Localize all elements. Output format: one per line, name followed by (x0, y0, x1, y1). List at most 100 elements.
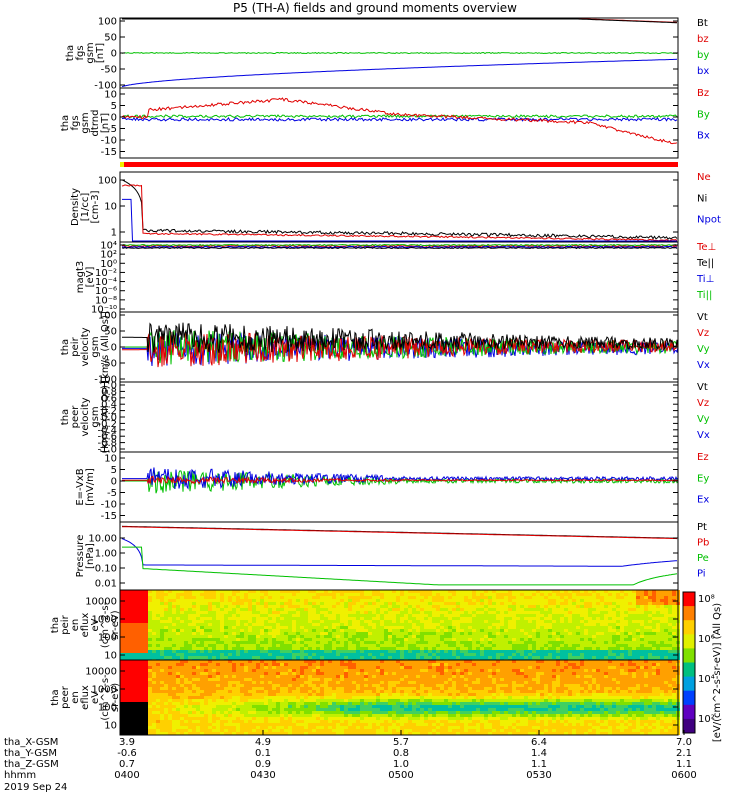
ytick-peir_spec: 10000 (85, 597, 117, 608)
ytick-peir_spec: 10 (104, 651, 117, 662)
legend-density-Ne: Ne (697, 172, 711, 183)
series-ni (121, 179, 678, 240)
ytick-density: 100 (98, 176, 117, 187)
ytick-temp: 10⁻⁸ (95, 295, 117, 306)
legend-fgs-Bt: Bt (697, 18, 708, 29)
ylabel-line: en (70, 691, 81, 704)
legend-ve-Vy: Vy (697, 414, 710, 425)
ylabel-line: magt3 (75, 261, 86, 294)
footer-value: 4.9 (255, 737, 271, 748)
ylabel-fgs: tha fgs gsm [nT] (65, 42, 106, 63)
ytick-ve: 0.6 (101, 393, 117, 404)
series-by (121, 51, 678, 55)
ylabel-line: Density (70, 188, 81, 226)
ytick-fgs_dtrnd: -15 (101, 147, 117, 158)
footer-value: 1.1 (531, 759, 547, 770)
panel-frame-density (119, 171, 679, 243)
colorbar-tick: 10⁴ (698, 674, 715, 685)
ylabel-line: peer (60, 685, 71, 709)
colorbar-band (683, 592, 695, 607)
footer-value: 0500 (388, 770, 413, 781)
footer-label-tha_X-GSM: tha_X-GSM (4, 737, 58, 748)
panel-frame-efield (119, 451, 679, 523)
ytick-peir_spec: 100 (98, 633, 117, 644)
legend-pressure-Pe: Pe (697, 553, 709, 564)
legend-vi-Vy: Vy (697, 344, 710, 355)
footer-label-tha_Y-GSM: tha_Y-GSM (4, 748, 57, 759)
ylabel-line: eflux (80, 613, 91, 638)
ytick-fgs_dtrnd: -10 (101, 136, 117, 147)
ylabel-line: (cm^2-s- (100, 601, 111, 648)
footer-value: 0430 (250, 770, 275, 781)
legend-temp-Ti||: Ti|| (696, 290, 712, 301)
ytick-temp: 10⁻² (95, 268, 117, 279)
footer-value: -0.6 (117, 748, 137, 759)
ylabel-line: fgs (70, 115, 81, 130)
plot-title: P5 (TH-A) fields and ground moments over… (233, 1, 517, 15)
legend-fgs_dtrnd-By: By (697, 109, 710, 120)
ylabel-line: peir (70, 336, 81, 356)
series-ti-par (121, 243, 678, 247)
ylabel-line: [nT] (100, 113, 111, 133)
colorbar-tick: 10⁶ (698, 634, 715, 645)
colorbar-band (683, 662, 695, 678)
legend-temp-Te⊥: Te⊥ (696, 242, 716, 253)
series-vi-t (122, 322, 679, 353)
ylabel-line: tha (50, 689, 61, 705)
ytick-fgs_dtrnd: 5 (111, 101, 117, 112)
ylabel-line: Pressure (75, 535, 86, 578)
ylabel-line: eV (90, 691, 101, 704)
footer-value: 1.1 (676, 759, 692, 770)
panel-frame-temp (119, 241, 679, 313)
legend-ve-Vx: Vx (697, 430, 710, 441)
ytick-ve: 0.8 (101, 387, 117, 398)
footer-value: 6.4 (531, 737, 547, 748)
ylabel-line: dtrnd (90, 110, 101, 137)
ylabel-line: peer (70, 405, 81, 429)
footer-value: 0.7 (119, 759, 135, 770)
series-ti-perp (121, 245, 678, 249)
ylabel-line: [nT] (95, 43, 106, 63)
footer-value: 7.0 (676, 737, 692, 748)
ylabel-ve: tha peer velocity gsm [km/s (All Qs)] (60, 381, 111, 453)
ylabel-line: E=-VxB (75, 468, 86, 505)
series-bx (121, 58, 678, 88)
ytick-vi: 0 (111, 343, 117, 354)
colorbar-band (683, 690, 695, 706)
ytick-temp: 10⁻⁶ (95, 286, 117, 297)
legend-vi-Vt: Vt (697, 312, 708, 323)
ytick-efield: 10 (104, 454, 117, 465)
ytick-ve: 1.0 (101, 381, 117, 392)
ytick-efield: -15 (101, 511, 117, 522)
ylabel-fgs_dtrnd: tha fgs gsm dtrnd [nT] (60, 110, 111, 137)
ytick-efield: 5 (111, 465, 117, 476)
footer-label-hhmm: hhmm (4, 770, 36, 781)
ytick-peir_spec: 1000 (92, 615, 117, 626)
ytick-density: 1 (111, 228, 117, 239)
footer-value: 5.7 (393, 737, 409, 748)
legend-temp-Ti⊥: Ti⊥ (696, 274, 714, 285)
ylabel-line: gsm (85, 42, 96, 63)
ytick-ve: -0.4 (97, 425, 117, 436)
footer-value: 0.9 (255, 759, 271, 770)
ylabel-line: tha (65, 45, 76, 61)
ytick-fgs: 100 (98, 17, 117, 28)
ylabel-line: [1/cc] (80, 193, 91, 222)
legend-temp-Te||: Te|| (696, 258, 714, 269)
legend-fgs-bx: bx (697, 66, 709, 77)
ytick-ve: 0.4 (101, 400, 117, 411)
ytick-vi: -100 (94, 375, 117, 386)
legend-pressure-Pi: Pi (697, 569, 706, 580)
ytick-ve: -0.6 (97, 432, 117, 443)
series-dtrnd-bx (121, 116, 678, 122)
colorbar-band (683, 634, 695, 649)
legend-efield-Ez: Ez (697, 452, 709, 463)
ylabel-line: [km/s (All Qs)] (100, 311, 111, 383)
ytick-peer_spec: 100 (98, 703, 117, 714)
series-te-perp (122, 244, 678, 248)
ylabel-line: sr-eV) (110, 610, 121, 639)
panel-frame-ve (119, 381, 679, 453)
legend-pressure-Pb: Pb (697, 538, 709, 549)
ylabel-temp: magt3 [eV] (75, 261, 96, 294)
ylabel-line: velocity (80, 327, 91, 366)
